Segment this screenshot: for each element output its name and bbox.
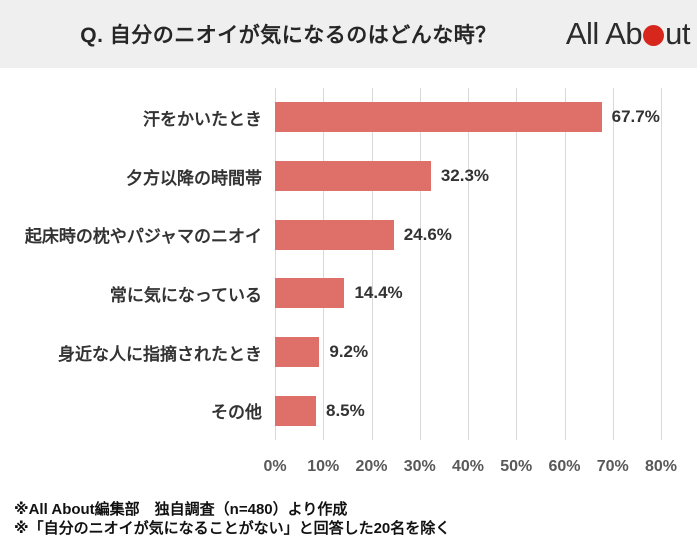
value-label: 9.2% [329, 342, 369, 362]
bar [275, 102, 602, 133]
category-label: 夕方以降の時間帯 [126, 168, 262, 188]
value-label: 14.4% [354, 283, 403, 303]
chart-row: 常に気になっている 14.4% [0, 264, 697, 323]
value-label: 24.6% [403, 224, 452, 244]
gridline [468, 88, 469, 440]
logo-red-dot-icon [643, 25, 665, 46]
logo-text-after: ut [665, 16, 690, 51]
value-label: 32.3% [440, 166, 490, 185]
x-axis-tick: 80% [644, 458, 678, 475]
x-axis-tick: 60% [548, 458, 581, 475]
x-axis-tick: 70% [596, 458, 629, 475]
gridline [564, 88, 566, 440]
gridline [371, 88, 373, 440]
category-label: その他 [211, 403, 262, 423]
gridline [612, 88, 614, 440]
footnote-exclusion: ※「自分のニオイが気になることがない」と回答した20名を除く [14, 520, 451, 537]
gridline [661, 88, 662, 440]
chart-row: 身近な人に指摘されたとき 9.2% [0, 323, 697, 382]
bar [275, 219, 394, 250]
gridline [516, 88, 518, 440]
gridlines [275, 88, 662, 440]
x-axis: 0% 10% 20% 30% 40% 50% 60% 70% 80% [0, 440, 697, 498]
bar-chart: 汗をかいたとき 67.7% 夕方以降の時間帯 32.3% 起床時の枕やパジャマのニオイ 2… [0, 88, 697, 440]
chart-title: Q. 自分のニオイが気になるのはどんな時？ [80, 24, 497, 47]
value-label: 8.5% [326, 400, 365, 420]
gridline [323, 88, 325, 440]
x-axis-tick: 50% [500, 458, 533, 475]
x-axis-tick: 0% [263, 458, 287, 475]
chart-row: その他 8.5% [0, 381, 697, 440]
x-axis-tick: 40% [451, 458, 485, 475]
footnote-source: ※All About編集部 独自調査（n=480）より作成 [14, 501, 348, 518]
logo-text-before: All Ab [565, 16, 643, 51]
footnotes: ※All About編集部 独自調査（n=480）より作成 ※「自分のニオイが気… [14, 500, 697, 538]
category-label: 起床時の枕やパジャマのニオイ [24, 227, 262, 247]
bar [275, 395, 316, 426]
all-about-logo: All Ab ut [565, 16, 691, 52]
x-axis-tick: 30% [403, 458, 436, 475]
bar [275, 278, 345, 309]
category-label: 常に気になっている [109, 285, 262, 305]
x-axis-tick: 10% [307, 458, 340, 475]
gridline [419, 88, 421, 440]
chart-header: Q. 自分のニオイが気になるのはどんな時？ All Ab ut [0, 0, 697, 68]
bar [275, 161, 431, 191]
category-label: 身近な人に指摘されたとき [58, 344, 262, 364]
chart-row: 汗をかいたとき 67.7% [0, 88, 697, 147]
chart-row: 夕方以降の時間帯 32.3% [0, 147, 697, 206]
x-axis-tick: 20% [355, 458, 388, 475]
value-label: 67.7% [611, 107, 660, 127]
gridline [275, 88, 276, 440]
category-label: 汗をかいたとき [143, 109, 262, 129]
bar [275, 337, 320, 368]
bar-rows: 汗をかいたとき 67.7% 夕方以降の時間帯 32.3% 起床時の枕やパジャマのニオイ 2… [0, 88, 697, 440]
chart-row: 起床時の枕やパジャマのニオイ 24.6% [0, 205, 697, 264]
